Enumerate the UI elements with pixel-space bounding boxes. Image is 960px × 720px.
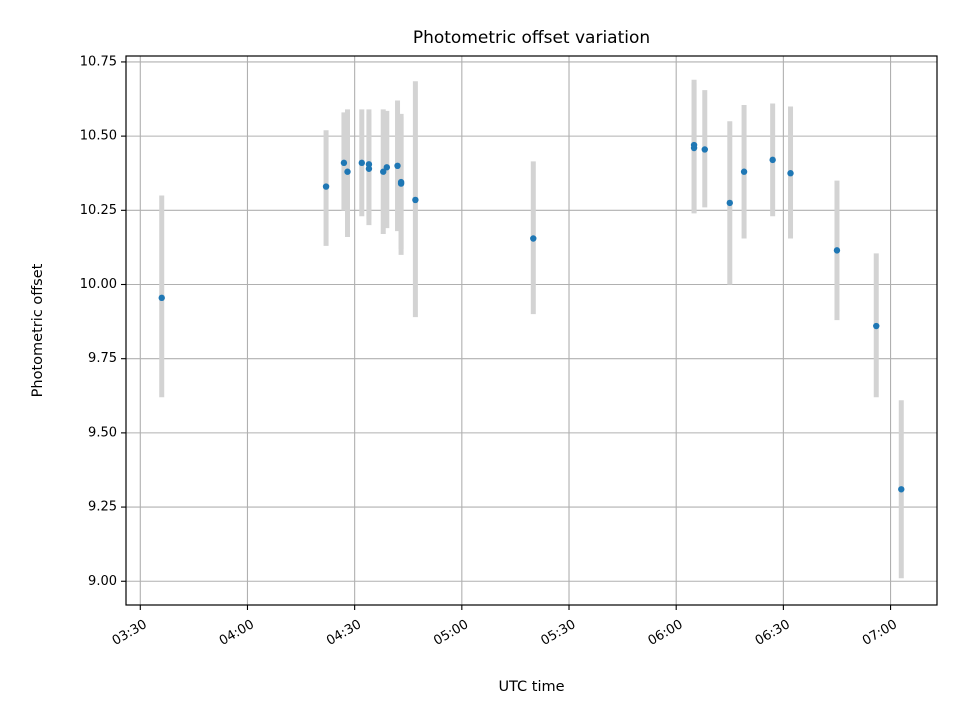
- y-axis-title: Photometric offset: [30, 263, 46, 397]
- y-tick-label: 10.00: [80, 277, 117, 292]
- data-point: [740, 168, 748, 175]
- x-axis-title: UTC time: [498, 679, 564, 695]
- data-point: [833, 247, 841, 254]
- data-point: [383, 164, 391, 171]
- data-point: [344, 168, 351, 175]
- chart-title: Photometric offset variation: [413, 28, 650, 48]
- data-points: [158, 141, 905, 493]
- data-point: [397, 180, 405, 187]
- data-point: [769, 156, 776, 164]
- plot-frame: [125, 55, 938, 606]
- data-point: [365, 165, 373, 172]
- y-tick-label: 10.25: [80, 203, 117, 218]
- data-point: [701, 146, 708, 153]
- data-point: [380, 168, 387, 175]
- data-point: [158, 294, 165, 302]
- data-point: [898, 486, 905, 493]
- y-tick-label: 9.75: [88, 351, 117, 366]
- data-point: [726, 199, 733, 207]
- data-point: [690, 144, 698, 152]
- data-point: [394, 162, 401, 169]
- y-tick-label: 9.50: [88, 425, 117, 440]
- data-point: [365, 161, 373, 168]
- data-point: [322, 183, 330, 190]
- data-point: [412, 196, 419, 204]
- data-point: [787, 170, 794, 177]
- y-tick-label: 9.25: [88, 500, 117, 515]
- data-point: [340, 159, 348, 167]
- data-point: [873, 322, 880, 330]
- y-tick-label: 10.50: [80, 129, 117, 144]
- y-axis-ticks: 9.00 9.25 9.50 9.75 10.00 10.25 10.50 10.75: [80, 54, 126, 589]
- y-tick-label: 9.00: [88, 574, 117, 589]
- data-point: [530, 235, 537, 242]
- data-point: [358, 159, 365, 167]
- y-tick-label: 10.75: [80, 54, 117, 69]
